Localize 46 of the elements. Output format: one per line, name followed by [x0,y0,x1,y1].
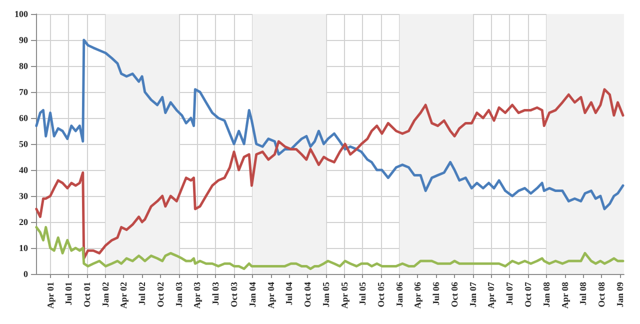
x-tick-label: Oct 08 [596,282,607,308]
x-tick-label: Jul 05 [358,282,368,306]
x-tick-label: Apr 04 [266,282,276,309]
x-tick-label: Jan 07 [468,282,478,308]
y-tick-label: 0 [24,269,28,279]
x-tick-label: Jul 01 [64,282,74,306]
y-tick-label: 30 [19,191,28,201]
x-tick-label: Oct 01 [82,282,92,308]
x-tick-label: Apr 06 [412,282,423,309]
y-tick-label: 50 [19,139,28,149]
x-tick-label: Jul 03 [210,282,220,306]
x-tick-label: Apr 07 [486,282,496,309]
x-tick-label: Apr 05 [339,282,350,309]
x-tick-label: Oct 05 [376,282,386,308]
x-tick-label: Jul 06 [431,282,442,306]
x-tick-label: Jan 03 [174,282,184,308]
x-tick-label: Jan 02 [100,282,111,308]
y-tick-label: 70 [19,87,28,97]
x-tick-label: Jul 04 [284,282,294,306]
x-tick-label: Jan 06 [394,282,405,308]
x-tick-label: Jul 07 [504,282,514,306]
y-tick-label: 60 [19,113,28,123]
x-tick-label: Jan 09 [615,282,626,308]
x-tick-label: Oct 03 [229,282,240,308]
x-tick-label: Jan 05 [321,282,332,308]
x-tick-label: Jul 02 [137,282,148,306]
x-tick-label: Oct 02 [156,282,166,308]
y-tick-label: 90 [19,35,28,45]
x-tick-label: Oct 04 [302,282,313,308]
line-series [35,88,624,260]
y-tick-label: 40 [19,165,28,175]
line-series [35,38,624,210]
x-tick-label: Jan 04 [248,282,258,308]
x-tick-label: Apr 03 [192,282,202,309]
x-tick-label: Jan 08 [542,282,552,308]
y-tick-label: 80 [19,61,28,71]
line-series [35,226,624,270]
x-tick-label: Apr 08 [560,282,570,309]
x-tick-label: Oct 06 [450,282,460,308]
y-tick-label: 100 [14,9,28,19]
x-tick-label: Jul 08 [578,282,588,306]
x-tick-label: Apr 01 [45,282,56,309]
x-tick-label: Oct 07 [523,282,534,308]
y-tick-label: 20 [19,217,28,227]
y-tick-label: 10 [19,243,28,253]
x-tick-label: Apr 02 [118,282,129,309]
